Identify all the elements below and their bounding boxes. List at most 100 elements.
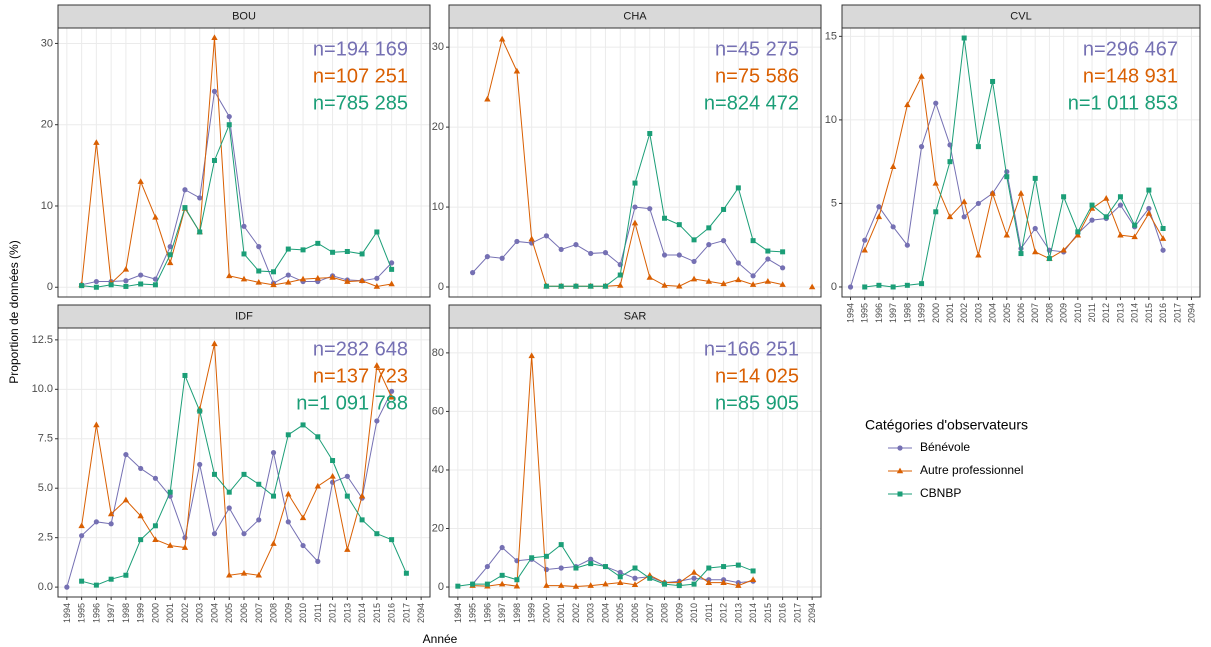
series-line <box>864 37 1164 288</box>
annotation: n=194 169 <box>313 38 408 60</box>
point <box>721 206 727 212</box>
x-tick-label: 1995 <box>468 603 478 623</box>
point <box>226 571 233 578</box>
point <box>285 278 292 285</box>
point <box>388 393 395 400</box>
point <box>780 265 786 271</box>
y-tick-label: 40 <box>432 464 444 476</box>
point <box>167 252 173 258</box>
annotation: n=45 275 <box>715 38 799 60</box>
y-tick-label: 10 <box>825 114 837 126</box>
x-tick-label: 2016 <box>387 603 397 623</box>
point <box>676 282 683 289</box>
point <box>314 482 322 489</box>
y-tick-label: 0.0 <box>38 581 53 593</box>
point <box>211 34 218 41</box>
point <box>1159 235 1167 241</box>
point <box>226 272 233 279</box>
point <box>764 278 772 284</box>
point <box>543 553 549 559</box>
y-tick-label: 0 <box>438 581 444 593</box>
point <box>705 579 713 585</box>
point <box>513 582 521 589</box>
point <box>735 562 741 568</box>
point <box>240 275 248 282</box>
point <box>588 283 594 289</box>
point <box>79 533 85 539</box>
point <box>975 251 982 258</box>
point <box>750 273 756 279</box>
point <box>255 571 262 578</box>
y-tick-label: 12.5 <box>32 334 53 346</box>
point <box>389 537 395 543</box>
point <box>889 163 897 169</box>
point <box>498 580 506 587</box>
point <box>93 284 99 290</box>
point <box>1032 248 1039 255</box>
point <box>933 209 939 215</box>
point <box>647 206 653 212</box>
point <box>300 542 306 549</box>
point <box>374 275 380 281</box>
point <box>344 493 350 499</box>
point <box>484 581 490 587</box>
point <box>862 237 868 243</box>
point <box>1145 210 1153 216</box>
point <box>808 283 816 290</box>
point <box>705 278 713 284</box>
x-tick-label: 2006 <box>1016 303 1026 323</box>
y-tick-label: 0 <box>831 281 837 293</box>
point <box>314 274 322 281</box>
x-tick-label: 2017 <box>1172 303 1182 323</box>
point <box>138 272 144 278</box>
point <box>256 481 262 487</box>
strip-title: BOU <box>232 10 256 22</box>
x-tick-label: 1994 <box>62 603 72 623</box>
strip-title: IDF <box>235 310 253 322</box>
point <box>1088 205 1096 211</box>
point <box>933 100 939 106</box>
point <box>315 558 321 564</box>
point <box>138 465 144 472</box>
x-tick-label: 1994 <box>453 603 463 623</box>
point <box>152 276 159 282</box>
x-tick-label: 1997 <box>106 603 116 623</box>
y-tick-label: 30 <box>432 41 444 53</box>
panel-border <box>57 327 431 598</box>
x-tick-label: 2002 <box>180 603 190 623</box>
point <box>330 249 336 255</box>
point <box>211 471 217 477</box>
point <box>573 565 579 571</box>
point <box>558 246 564 253</box>
point <box>735 276 742 283</box>
point <box>918 73 925 79</box>
point <box>226 122 232 128</box>
point <box>961 214 967 220</box>
x-tick-label: 2015 <box>372 603 382 623</box>
strip-title: CHA <box>623 10 647 22</box>
point <box>617 579 624 585</box>
point <box>735 260 741 266</box>
point <box>167 489 173 495</box>
x-tick-label: 2008 <box>1044 303 1054 323</box>
point <box>632 204 638 210</box>
point <box>138 281 144 287</box>
x-tick-label: 1999 <box>527 603 537 623</box>
point <box>1132 222 1138 228</box>
point <box>470 581 476 587</box>
point <box>947 159 953 165</box>
x-tick-label: 1994 <box>846 303 856 323</box>
x-tick-label: 2006 <box>239 603 249 623</box>
point <box>344 248 350 254</box>
point <box>690 275 698 282</box>
point <box>528 352 535 359</box>
point <box>617 282 624 288</box>
annotation: n=75 586 <box>715 65 799 87</box>
point <box>558 565 564 571</box>
x-tick-label: 2008 <box>660 603 670 623</box>
point <box>904 282 910 288</box>
point <box>631 219 639 226</box>
point <box>691 575 697 581</box>
point <box>197 195 203 201</box>
point <box>1075 229 1081 235</box>
